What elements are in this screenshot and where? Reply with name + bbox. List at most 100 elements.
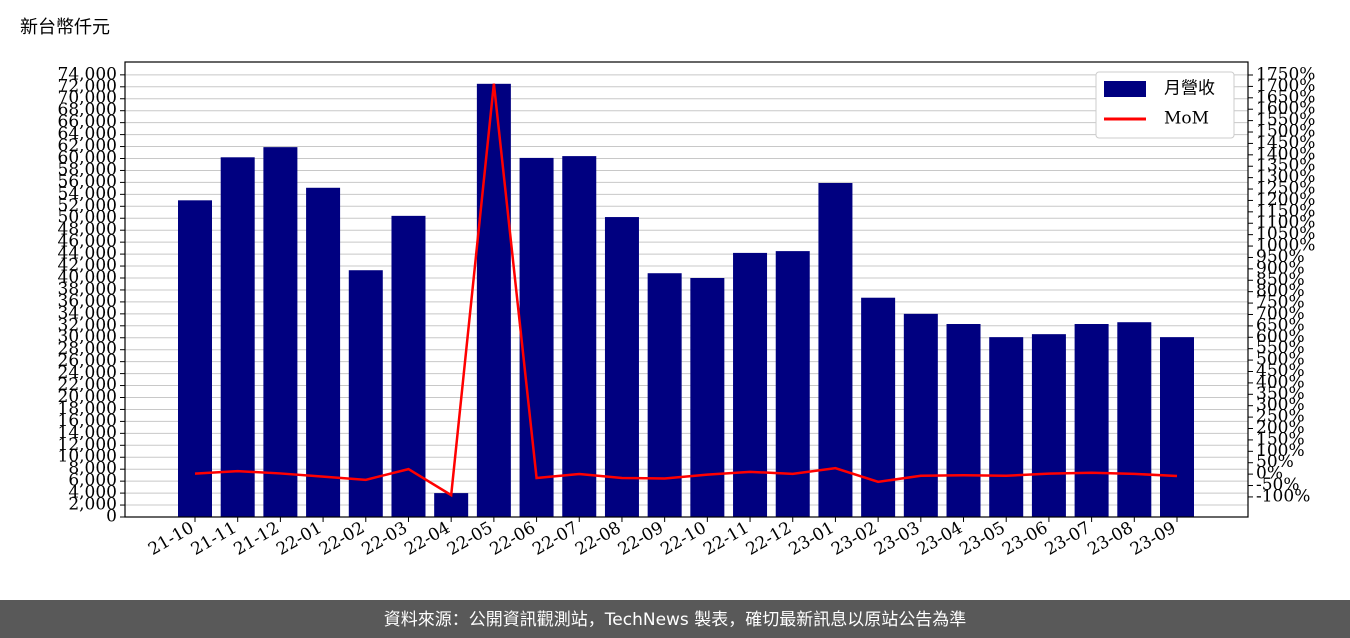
y-tick-label: 14,000 (58, 423, 117, 443)
bar (434, 493, 469, 517)
bar (178, 200, 212, 517)
y2-tick-label: 1450% (1256, 133, 1315, 153)
x-tick-label: 22-05 (444, 518, 496, 560)
y2-tick-label: 1200% (1256, 190, 1315, 210)
y-tick-label: 42,000 (58, 256, 117, 276)
footer: 資料來源：公開資訊觀測站，TechNews 製表，確切最新訊息以原站公告為準 (384, 610, 966, 630)
y-tick-label: 6,000 (68, 471, 117, 491)
x-tick-label: 22-10 (657, 518, 709, 560)
y-tick-label: 8,000 (68, 459, 117, 479)
x-tick-label: 22-08 (572, 518, 624, 560)
x-tick-label: 23-05 (956, 518, 1008, 560)
x-tick-label: 21-10 (145, 518, 197, 560)
y-tick-label: 34,000 (58, 303, 117, 323)
y-tick-label: 64,000 (58, 124, 117, 144)
x-tick-label: 22-11 (700, 518, 752, 560)
y2-tick-label: 900% (1256, 258, 1305, 278)
x-tick-label: 22-06 (487, 518, 539, 560)
y2-tick-label: 1350% (1256, 156, 1315, 176)
bar (1160, 337, 1194, 517)
y-tick-label: 0 (106, 507, 117, 527)
y-tick-label: 26,000 (58, 351, 117, 371)
chart-title: 新台幣仟元 (20, 17, 110, 38)
bar (263, 147, 298, 517)
y-tick-label: 70,000 (58, 88, 117, 108)
y2-tick-label: 1150% (1256, 201, 1315, 221)
y-tick-label: 74,000 (58, 64, 117, 84)
y2-tick-label: 400% (1256, 372, 1305, 392)
legend-label: 月營收 (1164, 79, 1215, 99)
line (194, 83, 1178, 498)
y-tick-label: 54,000 (58, 184, 117, 204)
y2-tick-label: 800% (1256, 281, 1305, 301)
bar (989, 337, 1024, 517)
bar (562, 156, 597, 517)
y-tick-label: 68,000 (58, 100, 117, 120)
x-tick-label: 23-02 (828, 518, 880, 560)
y2-tick-label: -50% (1256, 475, 1300, 495)
x-tick-label: 23-08 (1084, 518, 1136, 560)
y2-tick-label: 850% (1256, 270, 1305, 290)
y2-tick-label: 250% (1256, 407, 1305, 427)
y-tick-label: 72,000 (58, 76, 117, 96)
y-tick-label: 2,000 (68, 495, 117, 515)
plot-frame (124, 61, 1249, 518)
y-tick-label: 30,000 (58, 327, 117, 347)
x-tick-label: 22-03 (359, 518, 411, 560)
y2-tick-label: 100% (1256, 441, 1305, 461)
x-tick-label: 22-02 (316, 518, 368, 560)
y2-tick-label: 1600% (1256, 99, 1315, 119)
bar (1031, 334, 1066, 517)
y-tick-label: 60,000 (58, 148, 117, 168)
bar (818, 182, 853, 517)
bar (604, 217, 639, 517)
x-tick-label: 22-07 (529, 518, 581, 560)
x-tick-label: 22-04 (401, 518, 453, 560)
legend-swatch (1104, 81, 1146, 97)
bar (1117, 322, 1152, 517)
y-tick-label: 48,000 (58, 220, 117, 240)
x-tick-label: 23-07 (1042, 518, 1094, 560)
x-tick-label: 23-09 (1127, 518, 1179, 560)
bar (476, 83, 511, 517)
y2-tick-label: 300% (1256, 395, 1305, 415)
x-tick-label: 21-12 (230, 518, 282, 560)
y-tick-label: 58,000 (58, 160, 117, 180)
y-tick-label: 50,000 (58, 208, 117, 228)
y-tick-label: 18,000 (58, 399, 117, 419)
y2-tick-label: 50% (1256, 452, 1294, 472)
y-tick-label: 10,000 (58, 447, 117, 467)
y-tick-label: 24,000 (58, 363, 117, 383)
y2-tick-label: 1400% (1256, 144, 1315, 164)
y-tick-label: 28,000 (58, 339, 117, 359)
bar (391, 215, 426, 517)
y2-tick-label: 1250% (1256, 179, 1315, 199)
x-tick-label: 22-01 (273, 518, 325, 560)
y2-tick-label: 1100% (1256, 213, 1315, 233)
y2-tick-label: 950% (1256, 247, 1305, 267)
y2-tick-label: 350% (1256, 384, 1305, 404)
bar (861, 297, 896, 517)
y-tick-label: 4,000 (68, 483, 117, 503)
footer-bar (0, 600, 1350, 638)
y-tick-label: 12,000 (58, 435, 117, 455)
bar (946, 324, 981, 517)
y-tick-label: 38,000 (58, 279, 117, 299)
y2-tick-label: 1550% (1256, 110, 1315, 130)
y-tick-label: 62,000 (58, 136, 117, 156)
y2-tick-label: 750% (1256, 293, 1305, 313)
y2-tick-label: 200% (1256, 418, 1305, 438)
y-tick-label: 46,000 (58, 232, 117, 252)
x-tick-label: 22-12 (743, 518, 795, 560)
y2-tick-label: 1300% (1256, 167, 1315, 187)
y2-tick-label: 1650% (1256, 87, 1315, 107)
y-tick-label: 16,000 (58, 411, 117, 431)
y2-tick-label: 1750% (1256, 65, 1315, 85)
y2-tick-label: -100% (1256, 486, 1310, 506)
y-tick-label: 44,000 (58, 244, 117, 264)
y2-tick-label: 150% (1256, 429, 1305, 449)
y2-tick-label: 1000% (1256, 236, 1315, 256)
legend-label: MoM (1164, 109, 1209, 129)
bar (775, 251, 810, 518)
bar (733, 252, 768, 517)
